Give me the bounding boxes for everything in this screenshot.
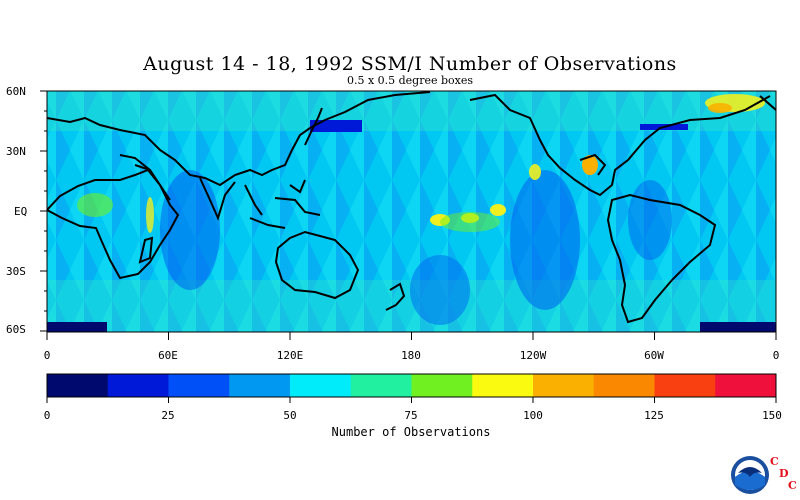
colorbar-label-125: 125 bbox=[644, 409, 664, 422]
madagascar-coastline bbox=[138, 236, 154, 264]
observation-field bbox=[47, 91, 776, 332]
colorbar-label-25: 25 bbox=[161, 409, 175, 422]
lat-label-60n: 60N bbox=[6, 85, 26, 98]
colorbar-ticks bbox=[46, 397, 777, 403]
australia-coastline bbox=[274, 230, 360, 300]
lat-label-eq: EQ bbox=[14, 205, 28, 218]
lon-label-0-east: 0 bbox=[772, 349, 780, 362]
colorbar-swatch bbox=[533, 374, 595, 397]
colorbar-swatch bbox=[107, 374, 169, 397]
colorbar-swatch bbox=[593, 374, 655, 397]
colorbar-swatch bbox=[350, 374, 412, 397]
colorbar-swatch bbox=[411, 374, 473, 397]
cdc-letter-c2: C bbox=[788, 479, 797, 492]
colorbar-swatch bbox=[654, 374, 716, 397]
colorbar-swatch bbox=[472, 374, 534, 397]
lon-label-60e: 60E bbox=[158, 349, 178, 362]
lat-label-30n: 30N bbox=[6, 145, 26, 158]
lon-label-120e: 120E bbox=[276, 349, 304, 362]
north-america-coastline bbox=[469, 93, 771, 197]
lon-label-120w: 120W bbox=[519, 349, 547, 362]
colorbar-title: Number of Observations bbox=[331, 425, 491, 439]
south-america-coastline bbox=[606, 193, 717, 324]
page-subtitle: 0.5 x 0.5 degree boxes bbox=[346, 74, 474, 87]
cdc-letter-d: D bbox=[779, 467, 789, 480]
lon-label-60w: 60W bbox=[644, 349, 664, 362]
eurasia-coastline bbox=[47, 91, 431, 187]
colorbar-swatch bbox=[168, 374, 230, 397]
lon-label-0: 0 bbox=[43, 349, 51, 362]
lon-label-180: 180 bbox=[401, 349, 421, 362]
colorbar-label-100: 100 bbox=[523, 409, 543, 422]
colorbar-label-50: 50 bbox=[283, 409, 297, 422]
colorbar-label-150: 150 bbox=[762, 409, 782, 422]
lat-label-30s: 30S bbox=[6, 265, 26, 278]
africa-coastline bbox=[47, 168, 180, 280]
noaa-logo-icon bbox=[731, 456, 769, 494]
lat-ticks bbox=[40, 90, 47, 332]
colorbar-swatch bbox=[290, 374, 352, 397]
colorbar-swatch bbox=[715, 374, 777, 397]
colorbar bbox=[47, 374, 777, 397]
lat-label-60s: 60S bbox=[6, 323, 26, 336]
page-title: August 14 - 18, 1992 SSM/I Number of Obs… bbox=[143, 53, 677, 75]
colorbar-swatch bbox=[229, 374, 291, 397]
lon-ticks bbox=[46, 332, 777, 340]
colorbar-label-75: 75 bbox=[404, 409, 418, 422]
colorbar-label-0: 0 bbox=[43, 409, 51, 422]
colorbar-swatch bbox=[47, 374, 109, 397]
cdc-letter-c1: C bbox=[770, 455, 779, 468]
